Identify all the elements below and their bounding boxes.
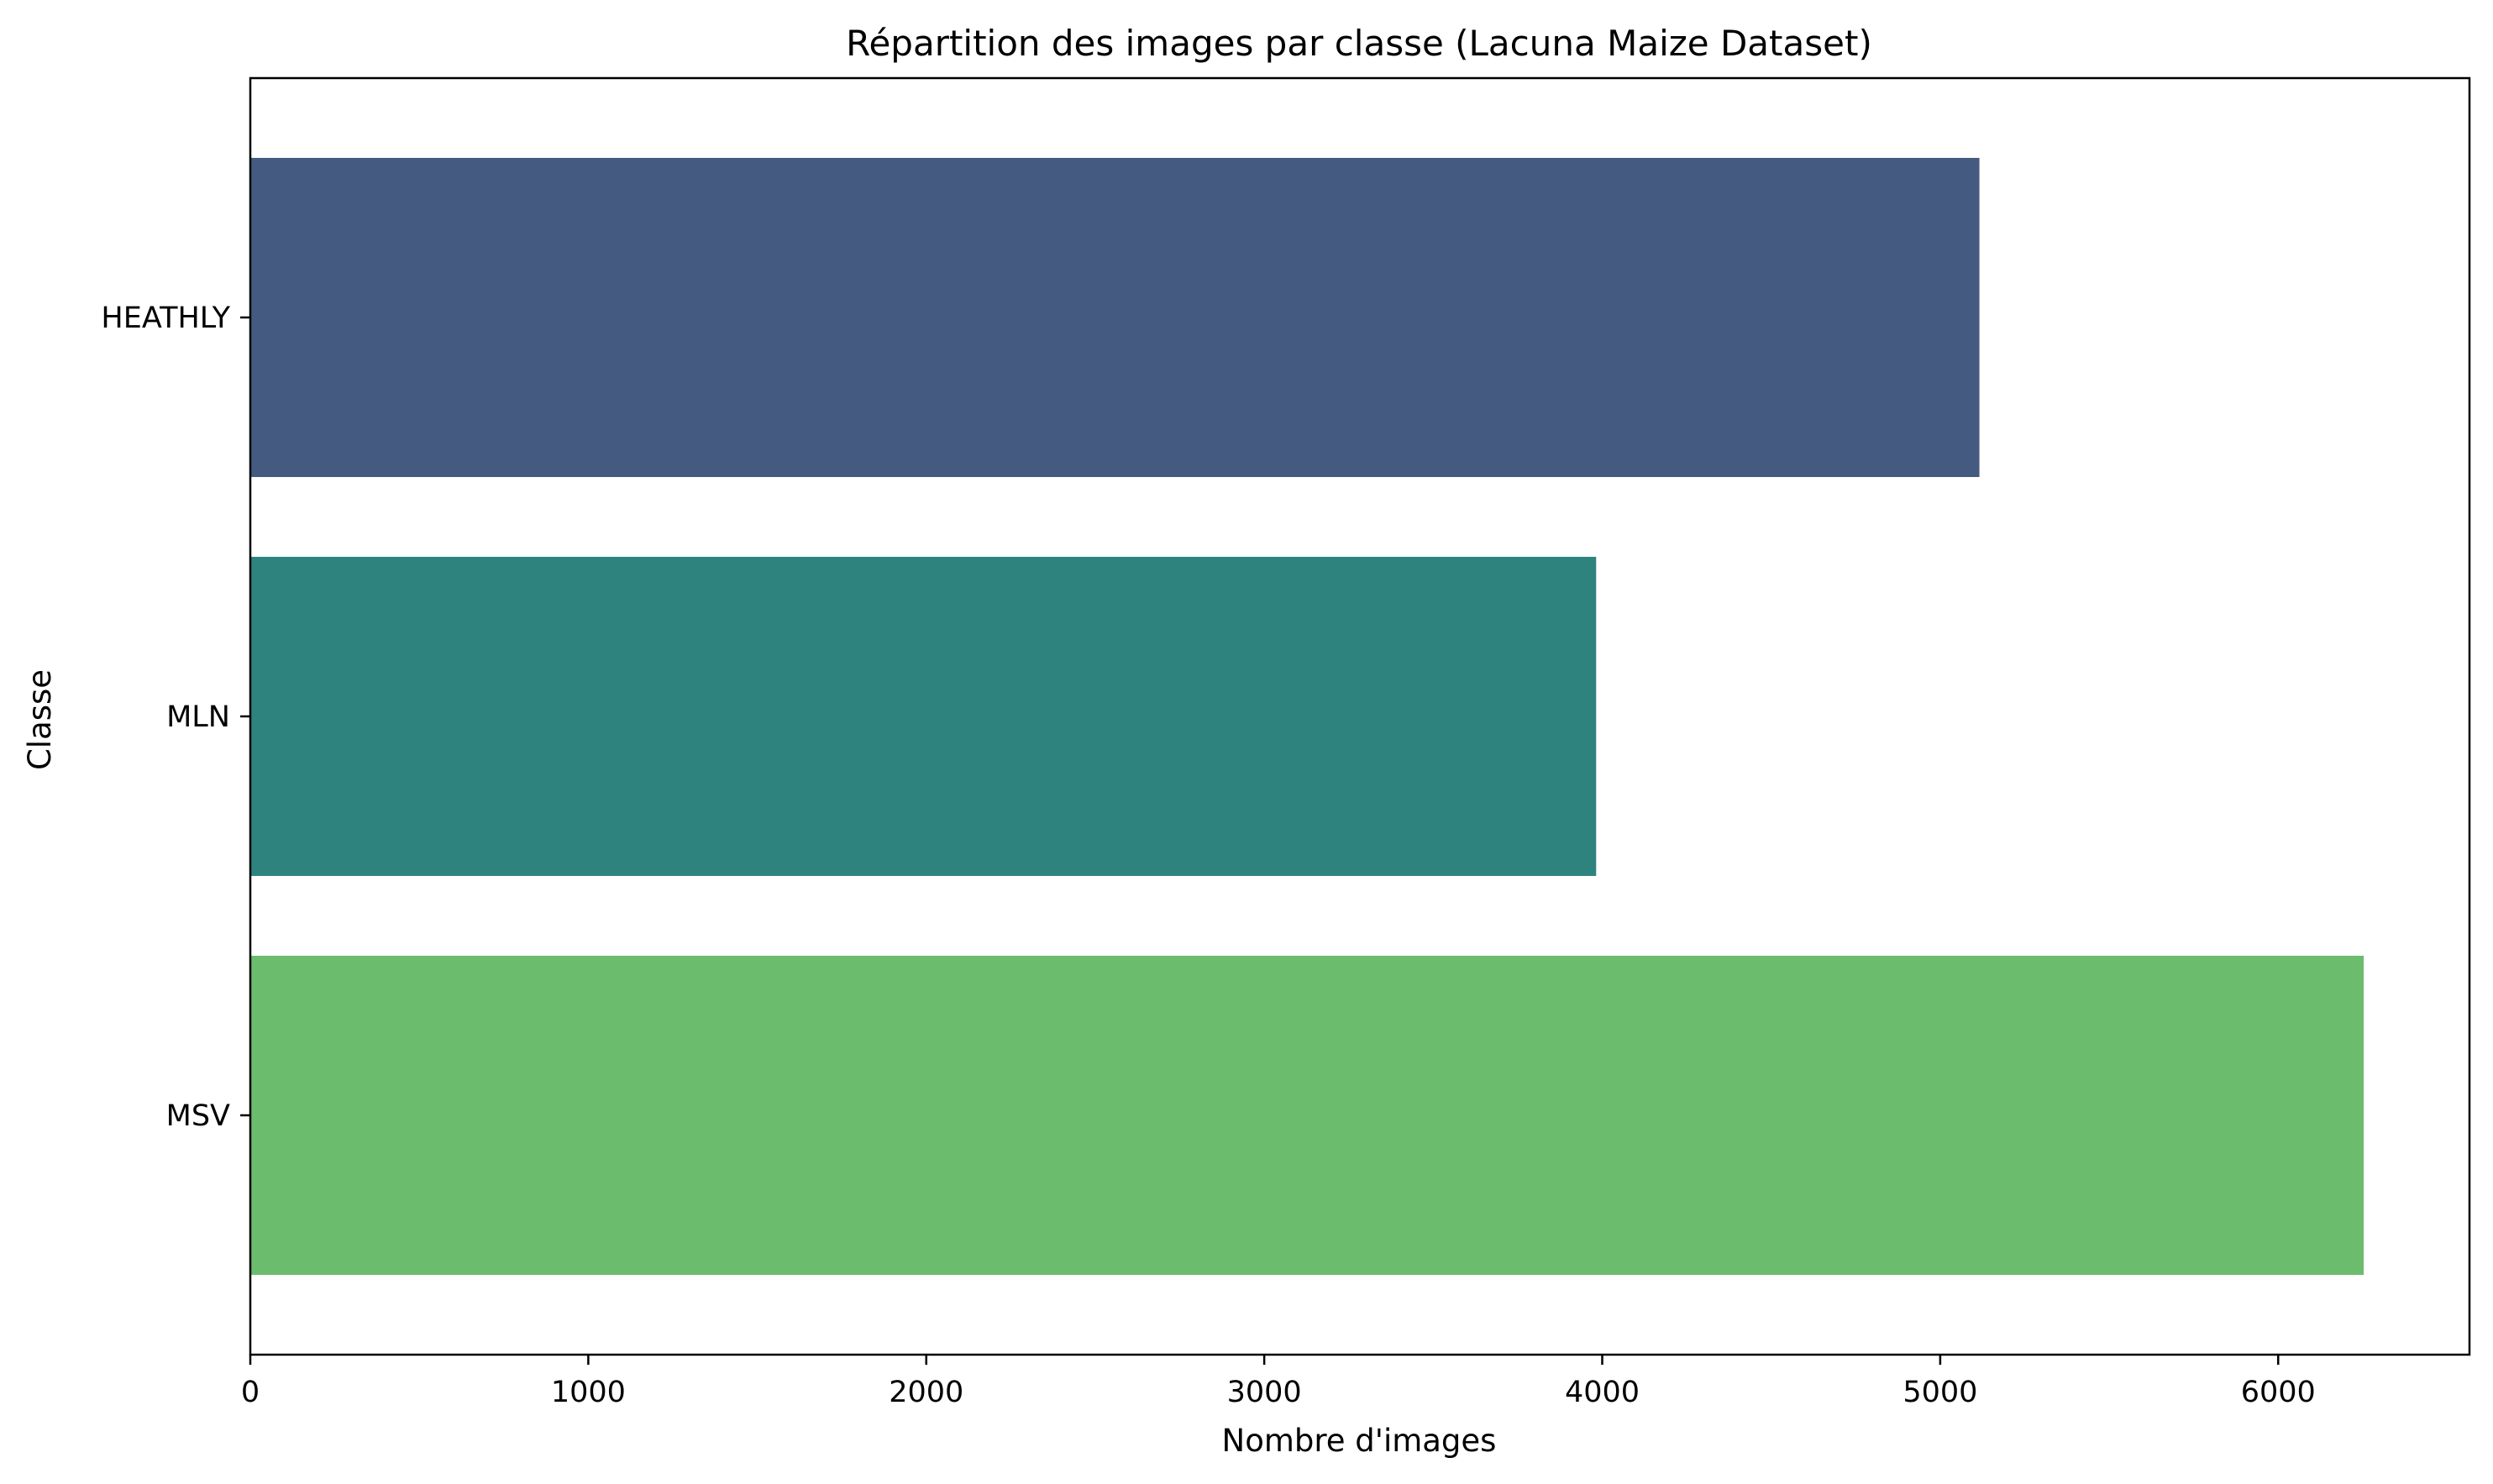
y-axis-ticks: HEATHLY MLN MSV [101,302,250,1133]
x-tick-label: 1000 [551,1376,626,1409]
bars-group [250,158,2364,1275]
bar-heathly [250,158,1980,477]
plot-frame [249,76,2471,1356]
x-axis-label: Nombre d'images [1222,1423,1497,1459]
chart-title: Répartition des images par classe (Lacun… [846,23,1872,64]
x-tick-label: 6000 [2241,1376,2316,1409]
x-tick-label: 2000 [889,1376,963,1409]
x-tick-label: 5000 [1903,1376,1977,1409]
y-tick-label: MLN [166,700,230,734]
y-tick-label: MSV [166,1099,230,1133]
bar-mln [250,557,1597,876]
y-axis-label: Classe [22,669,58,770]
y-tick-label: HEATHLY [101,302,230,335]
bar-msv [250,956,2364,1275]
x-tick-label: 4000 [1565,1376,1640,1409]
x-axis-ticks: 0 1000 2000 3000 4000 5000 6000 [241,1355,2316,1409]
x-tick-label: 0 [241,1376,260,1409]
x-tick-label: 3000 [1227,1376,1302,1409]
